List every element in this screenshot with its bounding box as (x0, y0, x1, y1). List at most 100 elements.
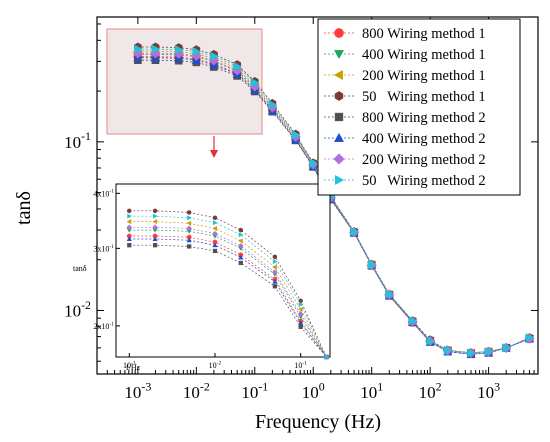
inset-data-point (153, 213, 158, 219)
data-point (134, 44, 143, 54)
data-point (309, 158, 318, 169)
inset-data-point (212, 215, 218, 221)
inset-data-point (297, 310, 304, 317)
x-tick-label: 101 (360, 379, 383, 402)
inset-frame (115, 183, 331, 358)
inset-x-tick-label: 10-2 (209, 360, 222, 370)
inset-data-point (272, 254, 278, 260)
x-tick-label: 100 (302, 379, 325, 402)
legend-label: 50 Wiring method 1 (362, 89, 486, 105)
data-point (268, 100, 278, 110)
x-tick-label: 10-3 (124, 379, 151, 402)
legend-label: 800 Wiring method 2 (362, 110, 486, 126)
inset-series-line (129, 238, 327, 358)
data-point (210, 51, 219, 61)
inset-data-point (298, 324, 303, 329)
legend-label: 200 Wiring method 2 (362, 152, 486, 168)
data-point (175, 45, 184, 55)
inset-data-point (298, 320, 304, 326)
x-axis-title: Frequency (Hz) (255, 411, 381, 433)
x-tick-label: 102 (419, 379, 442, 402)
inset-series-5 (127, 243, 329, 360)
series-line (137, 48, 530, 354)
inset-data-point (238, 238, 243, 244)
inset-data-point (126, 236, 132, 242)
inset-series-line (129, 235, 327, 358)
legend-marker (333, 132, 345, 142)
y-tick-label: 10-1 (64, 129, 91, 152)
inset-xlabel: f/Hz (126, 363, 141, 372)
inset-data-point (152, 224, 158, 231)
data-point (233, 61, 242, 72)
inset-data-point (212, 220, 218, 226)
inset-data-point (272, 264, 277, 270)
data-point (444, 345, 453, 355)
inset-y-tick-label: 2x10-1 (93, 321, 114, 331)
inset-data-point (238, 254, 244, 260)
legend-box (317, 18, 521, 196)
inset-data-point (186, 220, 192, 226)
inset-series-line (129, 221, 327, 358)
inset-data-point (186, 237, 192, 243)
inset-data-point (152, 219, 158, 225)
inset-series-line (129, 215, 327, 358)
inset-data-point (127, 213, 132, 219)
data-point (251, 78, 260, 88)
legend-marker (334, 112, 344, 122)
inset-data-point (212, 230, 218, 237)
data-point (368, 260, 377, 270)
inset-series-7 (126, 224, 330, 360)
inset-data-point (152, 236, 158, 242)
inset-data-point (271, 269, 278, 275)
legend-marker (333, 50, 345, 60)
inset-x-tick-label: 10-1 (294, 360, 307, 370)
inset-series-line (129, 210, 327, 358)
legend-marker (334, 28, 344, 38)
inset-data-point (127, 243, 132, 248)
inset-data-point (212, 225, 217, 232)
inset-series-line (129, 226, 327, 358)
legend-marker (333, 153, 345, 165)
inset-data-point (238, 227, 243, 233)
inset-series-line (129, 244, 327, 358)
inset-series-line (129, 229, 327, 358)
y-axis-title: tanδ (13, 191, 35, 225)
inset-data-point (187, 244, 192, 249)
legend-marker (335, 174, 345, 186)
inset-series-8 (127, 213, 330, 360)
inset-y-tick-label: 4x10-1 (93, 189, 114, 199)
data-point (192, 46, 202, 57)
legend-label: 50 Wiring method 2 (362, 173, 486, 189)
data-point (426, 336, 435, 346)
legend: 800 Wiring method 1 400 Wiring method 1 20… (317, 18, 521, 196)
inset-data-point (272, 258, 278, 265)
inset-ylabel: tanδ (73, 264, 87, 273)
inset-x-tick-label: 10-3 (123, 360, 136, 370)
legend-marker (334, 91, 344, 101)
data-point (502, 343, 511, 353)
inset-data-point (126, 224, 133, 231)
x-tick-label: 10-1 (241, 379, 268, 402)
inset-data-point (127, 208, 132, 214)
inset-data-point (152, 243, 158, 248)
inset-data-point (212, 242, 218, 248)
data-point (525, 333, 535, 343)
inset-data-point (187, 209, 192, 215)
inset-data-point (238, 260, 243, 266)
inset-data-point (212, 248, 218, 254)
legend-label: 800 Wiring method 1 (362, 26, 486, 42)
x-tick-label: 10-2 (183, 379, 210, 402)
inset-data-point (238, 232, 244, 238)
data-point (292, 130, 301, 140)
data-point (408, 316, 418, 326)
inset-data-point (272, 284, 277, 289)
legend-label: 200 Wiring method 1 (362, 68, 486, 84)
data-point (385, 289, 394, 299)
inset-data-point (152, 208, 158, 214)
zoom-region-box (106, 28, 263, 135)
inset-data-point (186, 225, 193, 232)
inset-data-point (324, 354, 330, 360)
data-point (350, 227, 359, 237)
series-line (137, 57, 530, 355)
